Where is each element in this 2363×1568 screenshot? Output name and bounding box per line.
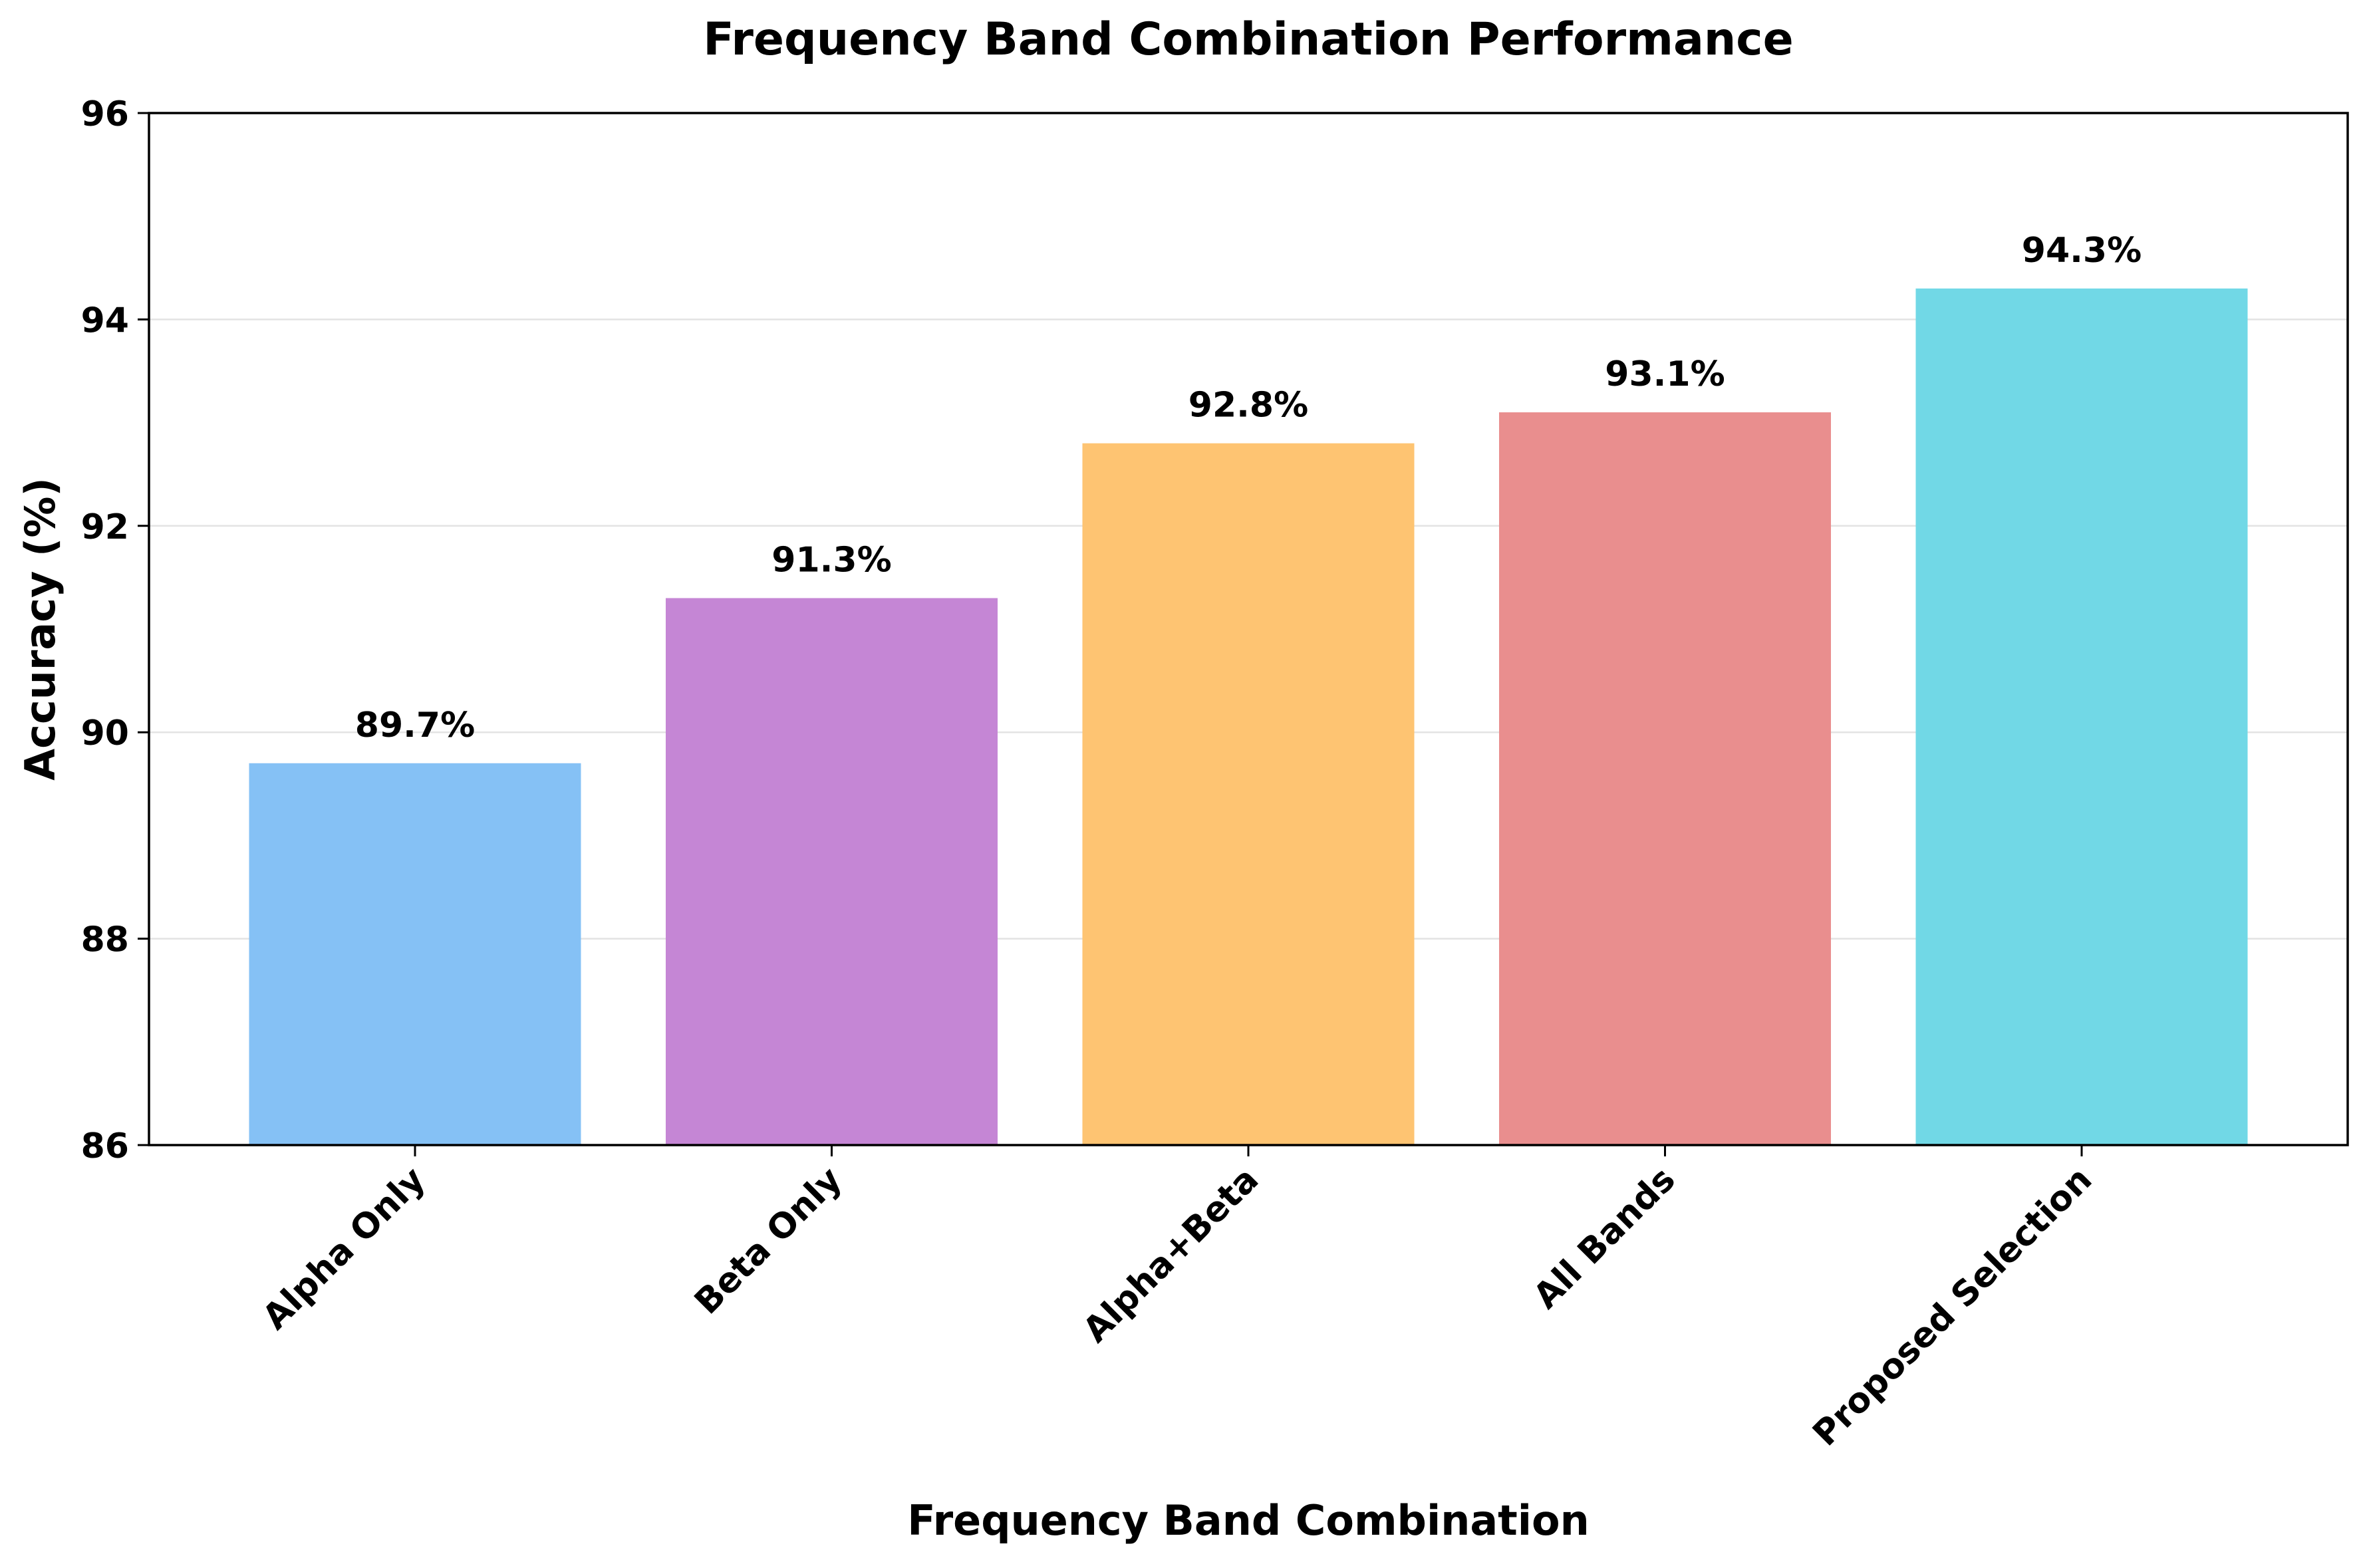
- bar: [1498, 412, 1832, 1145]
- bar: [665, 598, 998, 1145]
- y-tick-label: 96: [81, 94, 129, 134]
- bar-value-label: 89.7%: [355, 706, 475, 745]
- y-axis-label: Accuracy (%): [16, 477, 65, 781]
- y-tick-label: 92: [81, 507, 129, 547]
- bars: [249, 288, 2248, 1146]
- bar-value-label: 93.1%: [1605, 354, 1725, 394]
- bar-value-label: 94.3%: [2022, 231, 2142, 271]
- y-tick-label: 88: [81, 920, 129, 960]
- bar: [249, 763, 581, 1145]
- x-axis-label: Frequency Band Combination: [907, 1496, 1590, 1545]
- bar-value-label: 92.8%: [1188, 386, 1308, 426]
- chart-title: Frequency Band Combination Performance: [703, 13, 1793, 66]
- bar: [1915, 288, 2248, 1146]
- data-labels: 89.7% 91.3% 92.8% 93.1% 94.3%: [355, 231, 2142, 745]
- y-tick-label: 86: [81, 1126, 129, 1166]
- y-tick-label: 94: [81, 301, 129, 340]
- bar-value-label: 91.3%: [771, 540, 891, 580]
- y-tick-label: 90: [81, 714, 129, 753]
- bar: [1082, 443, 1415, 1145]
